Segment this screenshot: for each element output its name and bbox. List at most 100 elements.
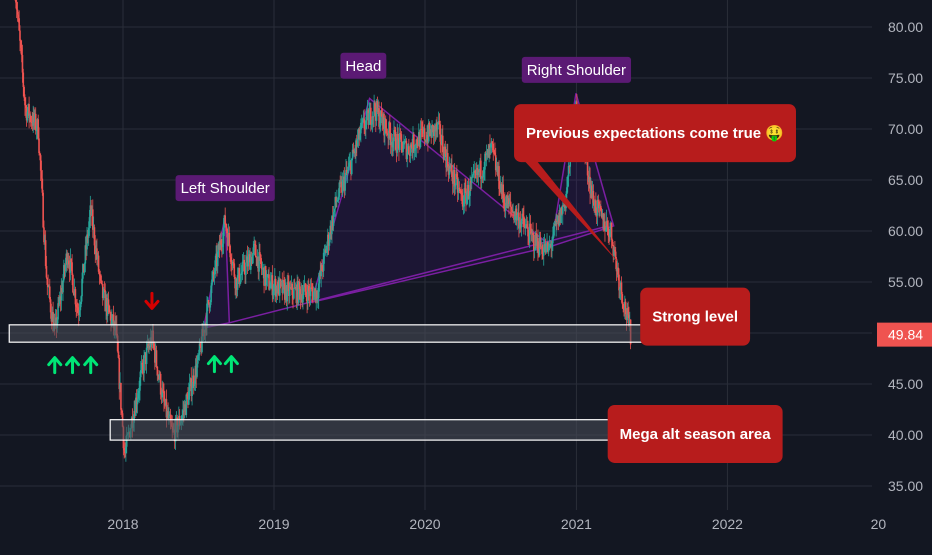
- candle-body: [547, 245, 550, 252]
- candle-body: [556, 215, 559, 222]
- candle-body: [77, 312, 80, 316]
- candle-body: [82, 264, 84, 279]
- candle-body: [352, 149, 355, 154]
- candle-body: [90, 205, 92, 216]
- candle-body: [331, 216, 334, 226]
- candle-body: [512, 212, 514, 214]
- candle-body: [302, 287, 305, 296]
- candle-body: [26, 111, 29, 121]
- candle-body: [590, 185, 592, 194]
- candle-body: [606, 220, 609, 228]
- candle-body: [83, 263, 86, 273]
- y-tick-label: 65.00: [888, 172, 923, 188]
- candle-body: [96, 248, 98, 259]
- candle-body: [331, 216, 333, 235]
- candle-body: [250, 257, 253, 264]
- candle-body: [600, 205, 602, 211]
- candle-body: [36, 119, 39, 131]
- candle-body: [278, 279, 281, 296]
- candle-body: [403, 141, 406, 143]
- x-tick-label: 20: [871, 516, 887, 532]
- candle-body: [430, 129, 433, 138]
- candle-body: [477, 169, 480, 176]
- candle-body: [105, 298, 107, 312]
- candle-body: [448, 165, 451, 175]
- candle-body: [359, 133, 361, 140]
- y-axis-panel: [872, 0, 932, 550]
- candle-body: [211, 279, 213, 286]
- candle-body: [426, 134, 428, 142]
- candle-body: [528, 236, 530, 243]
- candle-body: [480, 176, 483, 179]
- candle-body: [501, 184, 504, 195]
- candle-body: [372, 116, 375, 118]
- candle-body: [260, 264, 263, 270]
- candle-body: [125, 434, 128, 447]
- candle-body: [332, 211, 335, 226]
- candle-body: [324, 249, 327, 251]
- candle-body: [588, 176, 591, 182]
- candle-body: [381, 116, 384, 126]
- candle-body: [209, 302, 212, 308]
- candle-body: [451, 164, 453, 178]
- candle-body: [374, 111, 377, 121]
- candle-body: [428, 122, 431, 134]
- candle-body: [408, 153, 411, 156]
- candle-body: [185, 394, 188, 415]
- candle-body: [79, 304, 82, 311]
- candle-body: [461, 195, 464, 207]
- head-triangle: [310, 97, 553, 304]
- candle-body: [350, 158, 353, 175]
- candle-body: [398, 139, 400, 151]
- candle-body: [320, 264, 322, 277]
- candle-body: [294, 286, 297, 289]
- candle-body: [276, 286, 279, 294]
- candle-body: [317, 283, 320, 299]
- candle-body: [427, 134, 429, 142]
- candle-body: [304, 283, 307, 292]
- candle-body: [46, 277, 49, 285]
- candle-body: [211, 271, 214, 280]
- candle-body: [377, 108, 380, 112]
- candle-body: [69, 258, 72, 273]
- candle-body: [194, 365, 197, 384]
- candle-body: [410, 144, 413, 148]
- candle-body: [288, 287, 291, 297]
- candle-body: [476, 167, 479, 176]
- candle-body: [550, 244, 552, 248]
- candle-body: [608, 235, 610, 237]
- candle-body: [342, 176, 345, 180]
- candle-body: [417, 132, 420, 146]
- candle-body: [168, 414, 170, 419]
- candle-body: [549, 244, 552, 246]
- candle-body: [109, 312, 111, 315]
- candle-body: [54, 317, 57, 325]
- candle-body: [487, 149, 490, 158]
- candle-body: [437, 122, 439, 130]
- candle-body: [597, 199, 600, 202]
- candle-body: [542, 247, 545, 256]
- candle-body: [345, 170, 347, 177]
- candle-body: [259, 254, 262, 265]
- candle-body: [80, 296, 83, 305]
- candle-body: [137, 393, 140, 399]
- candle-body: [221, 243, 224, 248]
- candle-body: [270, 275, 273, 283]
- candle-body: [248, 254, 250, 257]
- candle-body: [100, 275, 102, 281]
- candle-body: [330, 225, 332, 235]
- candle-body: [106, 298, 108, 316]
- candle-body: [557, 215, 560, 226]
- candle-body: [298, 281, 300, 303]
- candle-body: [467, 185, 470, 199]
- candle-body: [374, 102, 376, 112]
- candle-body: [543, 243, 546, 248]
- signal-arrows: [47, 291, 239, 375]
- candle-body: [277, 280, 279, 294]
- candle-body: [24, 105, 27, 108]
- candle-body: [413, 134, 415, 151]
- candle-body: [269, 282, 272, 289]
- candle-body: [456, 173, 458, 178]
- y-tick-label: 80.00: [888, 19, 923, 35]
